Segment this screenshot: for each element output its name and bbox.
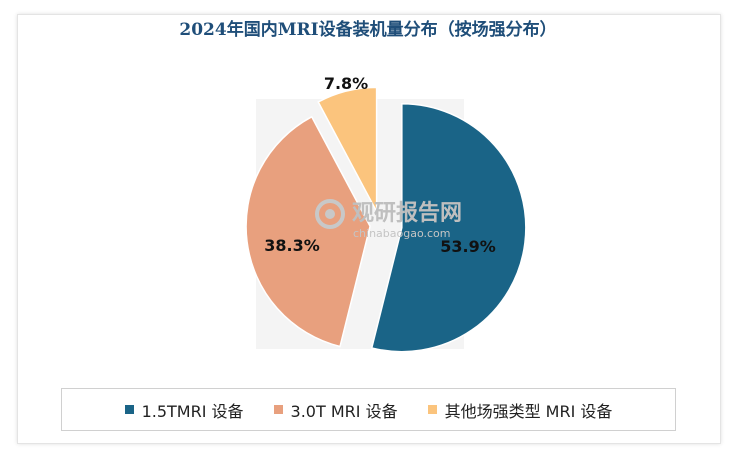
- slice-labels: 53.9% 38.3% 7.8%: [264, 74, 496, 256]
- legend-item-3: 其他场强类型 MRI 设备: [427, 398, 613, 422]
- watermark: 观研报告网 chinabaogao.com: [315, 199, 462, 240]
- slice-label-3: 7.8%: [324, 74, 368, 93]
- slice-label-1: 53.9%: [440, 237, 496, 256]
- pie-slices: [245, 86, 527, 353]
- watermark-sub: chinabaogao.com: [353, 227, 451, 240]
- legend-label-3: 其他场强类型 MRI 设备: [444, 401, 613, 421]
- pie-slice-2: [245, 115, 371, 348]
- legend: 1.5TMRI 设备 3.0T MRI 设备 其他场强类型 MRI 设备: [61, 388, 676, 431]
- legend-label-2: 3.0T MRI 设备: [290, 401, 398, 421]
- legend-item-2: 3.0T MRI 设备: [273, 398, 398, 422]
- slice-label-2: 38.3%: [264, 236, 320, 255]
- pie-slice-1: [370, 102, 527, 353]
- legend-swatch-3: [427, 405, 437, 414]
- watermark-logo: [315, 199, 345, 229]
- watermark-logo-dot: [325, 209, 335, 219]
- legend-swatch-2: [273, 405, 283, 414]
- legend-label-1: 1.5TMRI 设备: [141, 401, 244, 421]
- legend-swatch-1: [124, 405, 134, 414]
- pie-slice-3: [317, 86, 378, 212]
- chart-title: 2024年国内MRI设备装机量分布（按场强分布）: [179, 20, 557, 40]
- legend-item-1: 1.5TMRI 设备: [124, 398, 244, 422]
- watermark-text: 观研报告网: [352, 201, 462, 226]
